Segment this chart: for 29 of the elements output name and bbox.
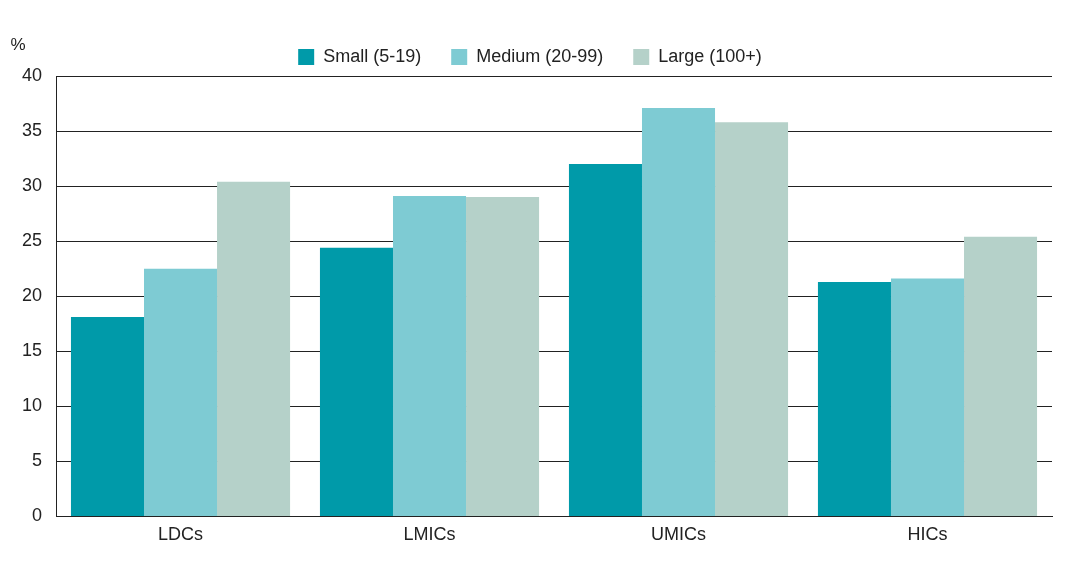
y-tick-label: 0 [32, 505, 43, 526]
bar [817, 281, 891, 516]
legend-label: Large (100+) [658, 45, 762, 66]
bar [70, 317, 144, 516]
legend-label: Medium (20-99) [476, 45, 604, 66]
y-tick-label: 35 [21, 120, 43, 141]
legend-label: Small (5-19) [323, 45, 422, 66]
bar [641, 107, 716, 516]
bar [144, 268, 218, 516]
bar [217, 181, 291, 516]
bar [568, 164, 642, 516]
x-tick-label: LDCs [158, 524, 204, 545]
bar [890, 278, 965, 516]
y-tick-label: 30 [21, 175, 43, 196]
bar [392, 196, 467, 516]
x-tick-label: UMICs [651, 524, 707, 545]
y-tick-label: 15 [21, 340, 43, 361]
x-tick-label: LMICs [403, 524, 456, 545]
y-tick-label: 5 [32, 450, 43, 471]
y-tick-label: 20 [21, 285, 43, 306]
y-tick-label: 40 [21, 64, 43, 85]
bar [466, 197, 540, 516]
bar [715, 122, 789, 516]
y-tick-label: 10 [21, 395, 43, 416]
y-axis-title: % [10, 35, 26, 55]
bar [319, 247, 393, 516]
bar [964, 236, 1038, 516]
x-tick-label: HICs [907, 524, 948, 545]
y-tick-label: 25 [21, 230, 43, 251]
